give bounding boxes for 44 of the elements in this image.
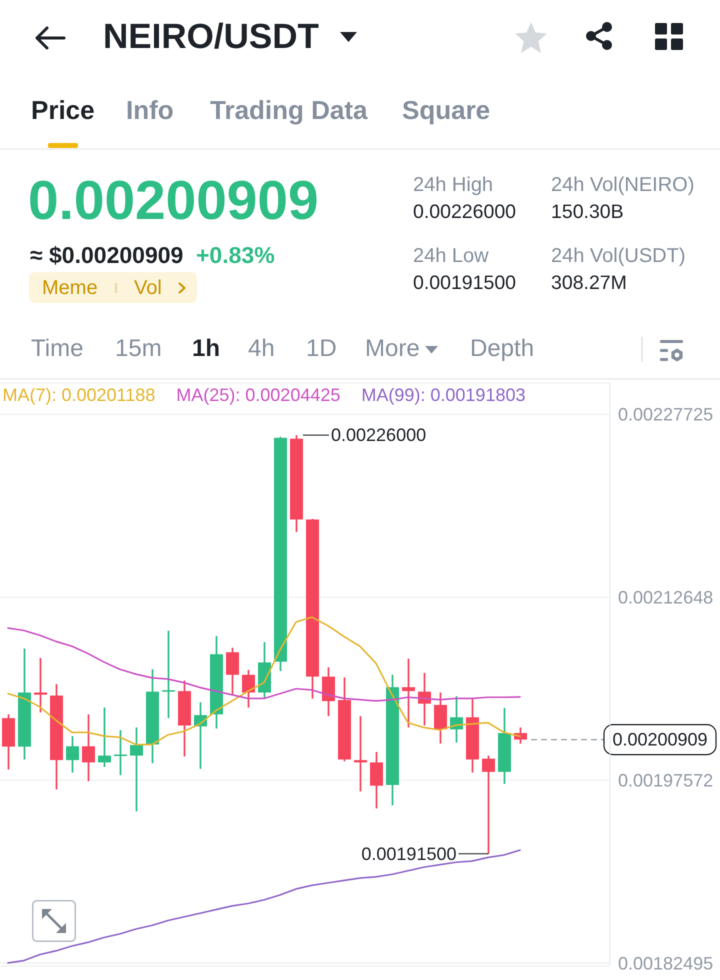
text: MA(99): 0.00191803 (361, 385, 526, 405)
text: Square (402, 95, 490, 125)
candlestick (354, 716, 367, 792)
text: 0.00226000 (413, 201, 516, 223)
text: 1D (306, 335, 337, 362)
text: More (365, 335, 420, 362)
text: 0.00200909 (28, 169, 319, 231)
candlestick (402, 658, 415, 728)
text: Price (31, 95, 95, 125)
text: Info (126, 95, 174, 125)
y-tick-label: 0.00212648 (618, 588, 714, 608)
candlestick (114, 730, 127, 776)
text: 15m (115, 335, 162, 362)
text: MA(25): 0.00204425 (176, 385, 340, 405)
text: Trading Data (210, 95, 368, 125)
text: MA(7): 0.00201188 (2, 385, 156, 405)
annotation: 0.00226000 (331, 425, 426, 446)
annotation: 0.00191500 (361, 844, 456, 864)
candlestick (98, 708, 111, 768)
text: 24h High (413, 174, 494, 196)
candlestick (482, 756, 495, 854)
candlestick (162, 630, 175, 718)
y-tick-label: 0.00227725 (618, 404, 714, 425)
text: 150.30B (551, 201, 624, 223)
chart-title: NEIRO/USDT (103, 17, 319, 56)
text: 24h Vol(NEIRO) (551, 174, 694, 196)
text: Time (31, 335, 84, 362)
text: 1h (192, 335, 220, 362)
line-series (7, 849, 521, 964)
candlestick (130, 727, 143, 812)
y-tick-label: 0.00197572 (618, 770, 714, 790)
text: Vol (134, 277, 162, 299)
text: 0.00191500 (413, 272, 516, 294)
text: +0.83% (196, 242, 275, 268)
y-tick-label: 0.00182495 (618, 953, 714, 974)
text: Meme (42, 277, 98, 299)
text: 24h Vol(USDT) (551, 245, 686, 267)
text: 24h Low (413, 245, 489, 267)
text: ≈ $0.00200909 (30, 242, 184, 268)
candlestick (34, 658, 47, 712)
text: 308.27M (551, 272, 627, 294)
ref-line-label: 0.00200909 (612, 730, 708, 750)
text: Depth (470, 335, 534, 362)
text: 4h (248, 335, 275, 362)
